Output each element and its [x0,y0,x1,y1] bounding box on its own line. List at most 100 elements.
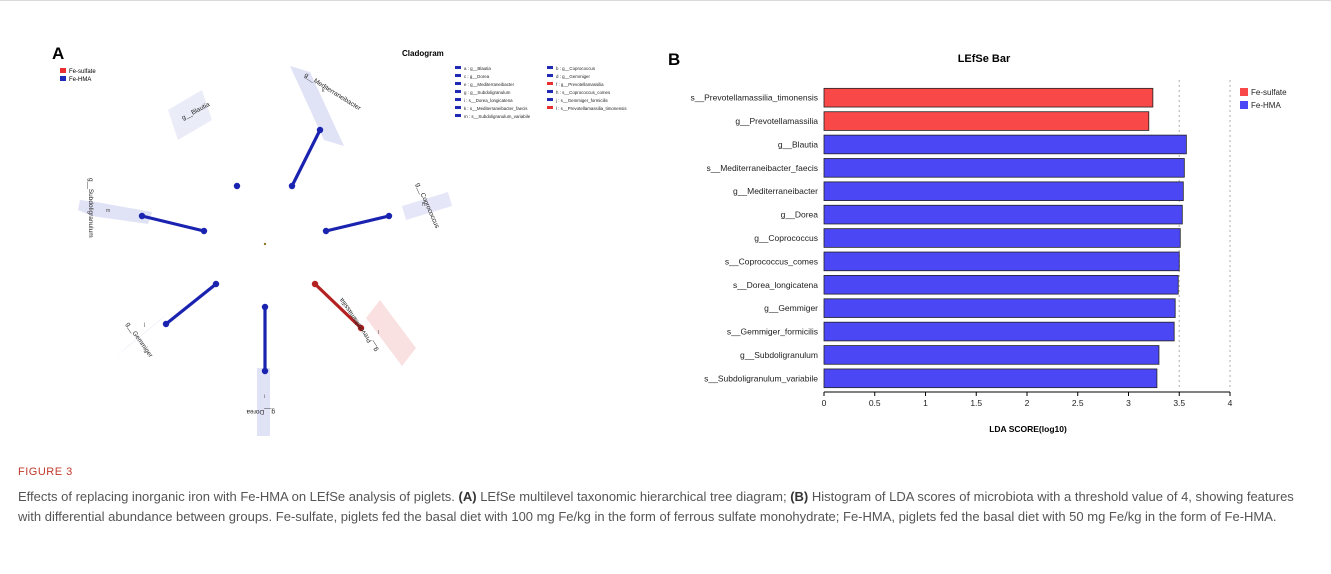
node-coprococcus-species [385,212,393,220]
x-tick-label: 3 [1126,398,1131,408]
key-legend-swatch [547,106,553,109]
clade-branches [140,128,391,373]
key-legend-swatch [455,66,461,69]
node-subdoligranulum-genus [200,227,208,235]
category-label: g__Blautia [778,139,818,149]
bar [823,204,1183,225]
node-subdoligranulum-species [138,212,146,220]
clade-shading [78,66,452,436]
chart-title: LEfSe Bar [958,53,1011,65]
bar [823,251,1180,272]
bar [823,345,1160,365]
key-legend-item: e : g__Mediterraneibacter [464,82,515,87]
x-tick-label: 0 [822,398,827,408]
category-label: g__Coprococcus [754,233,818,243]
clade-label-subdoligranulum: g__Subdoligranulum [87,178,94,238]
cladogram: Cladogram Fe-sulfate Fe-HMA a : g__Blaut… [60,49,627,436]
node-root [263,242,267,246]
species-letter-i: i [264,394,265,400]
category-label: g__Mediterraneibacter [733,186,818,196]
bar [823,298,1176,318]
key-legend-item: b : g__Coprococcus [556,66,596,71]
key-legend-item: g : g__Subdoligranulum [464,90,511,95]
branch-prevotellamassilia [313,282,363,330]
bar [823,87,1154,108]
cladogram-title: Cladogram [402,49,444,58]
bar [823,228,1181,248]
key-legend-swatch [547,98,553,101]
node-gemmiger-genus [212,280,220,288]
species-letter-h: h [422,202,425,208]
key-legend-item: c : g__Dorea [464,74,490,79]
key-legend-swatch [455,106,461,109]
legend-label-fe-hma: Fe-HMA [69,77,91,83]
bar [823,111,1150,131]
node-mediterraneibacter-genus [288,182,296,190]
x-tick-label: 1.5 [970,398,982,408]
bar [823,158,1185,178]
key-legend-swatch [455,98,461,101]
key-legend-swatch [547,74,553,77]
panel-a-letter: A [52,44,65,63]
node-dorea-genus [261,303,269,311]
caption-b-tag: (B) [790,489,809,504]
legend-swatch-fe-sulfate [60,68,66,73]
x-tick-label: 2 [1025,398,1030,408]
bars-layer: s__Prevotellamassilia_timonensis g__Prevo… [690,80,1287,408]
x-tick-label: 3.5 [1173,398,1185,408]
bar [823,321,1175,342]
category-label: s__Gemmiger_formicilis [727,327,818,337]
x-tick-label: 0.5 [869,398,881,408]
key-legend-item: i : s__Dorea_longicatena [464,98,513,103]
key-legend-swatch [547,66,553,69]
category-label: g__Gemmiger [764,303,818,313]
category-label: s__Prevotellamassilia_timonensis [690,93,818,103]
node-dorea-species [261,367,269,375]
node-prevotellamassilia-species [357,324,365,332]
key-legend-swatch [547,90,553,93]
key-legend-item: f : g__Prevotellamassilia [556,82,604,87]
category-label: g__Subdoligranulum [740,350,818,360]
figure-label: FIGURE 3 [18,466,73,478]
caption-a-text: LEfSe multilevel taxonomic hierarchical … [476,489,791,504]
branch-gemmiger [164,282,218,326]
key-legend-item: d : g__Gemmiger [556,74,590,79]
key-legend-item: l : s__Prevotellamassilia_timonensis [556,106,627,111]
key-legend-swatch [455,114,461,117]
bar [823,368,1158,389]
category-label: g__Prevotellamassilia [735,116,818,126]
category-label: s__Subdoligranulum_variabile [704,373,818,383]
panel-b-letter: B [668,50,681,69]
key-legend-item: m : s__Subdoligranulum_variabile [464,114,531,119]
cladogram-group-legend: Fe-sulfate Fe-HMA [60,68,96,83]
key-legend-item: k : s__Mediterraneibacter_faecis [464,106,528,111]
category-label: s__Mediterraneibacter_faecis [706,163,818,173]
legend-swatch-fe-hma [60,76,66,81]
species-letter-l: l [378,330,379,336]
x-axis-label: LDA SCORE(log10) [989,424,1067,434]
branch-coprococcus [324,214,391,233]
node-prevotellamassilia-genus [311,280,319,288]
species-letter-j: j [143,322,145,328]
species-letter-k: k [322,88,325,94]
key-legend-swatch [455,74,461,77]
category-label: s__Coprococcus_comes [725,256,818,266]
legend-label: Fe-HMA [1251,101,1281,110]
node-gemmiger-species [162,320,170,328]
key-legend-item: h : s__Coprococcus_comes [556,90,611,95]
figure-caption: Effects of replacing inorganic iron with… [18,487,1308,527]
legend-swatch [1240,88,1248,96]
key-legend-swatch [547,82,553,85]
legend-label: Fe-sulfate [1251,88,1287,97]
key-legend-item: j : s__Gemmiger_formicilis [555,98,609,103]
bar [823,134,1187,155]
clade-nodes [138,126,393,375]
clade-label-dorea: g__Dorea [246,408,275,415]
branch-mediterraneibacter [290,128,322,188]
legend-swatch [1240,101,1248,109]
caption-intro: Effects of replacing inorganic iron with… [18,489,459,504]
node-coprococcus-genus [322,227,330,235]
caption-a-tag: (A) [458,489,477,504]
